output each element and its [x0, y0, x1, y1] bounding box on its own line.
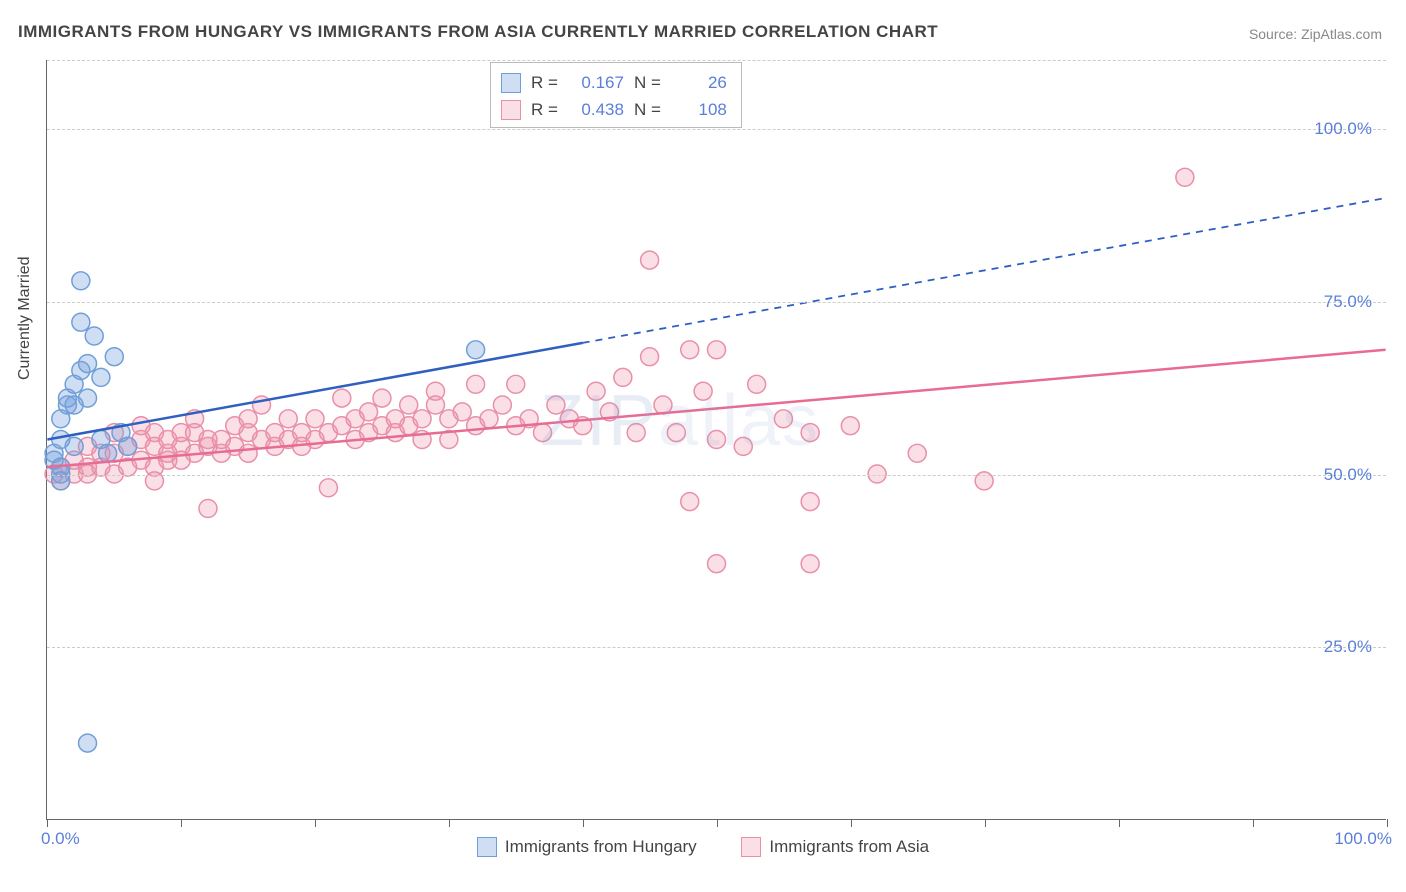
- chart-svg: [47, 60, 1386, 819]
- data-point: [319, 479, 337, 497]
- data-point: [614, 368, 632, 386]
- n-label: N =: [634, 96, 661, 123]
- data-point: [1176, 168, 1194, 186]
- x-tick: [181, 819, 182, 827]
- legend-item-hungary: Immigrants from Hungary: [477, 837, 697, 857]
- data-point: [734, 437, 752, 455]
- legend-swatch-hungary: [477, 837, 497, 857]
- data-point: [708, 555, 726, 573]
- data-point: [72, 313, 90, 331]
- data-point: [667, 424, 685, 442]
- data-point: [507, 375, 525, 393]
- swatch-hungary: [501, 73, 521, 93]
- data-point: [92, 368, 110, 386]
- data-point: [306, 410, 324, 428]
- plot-area: 25.0%50.0%75.0%100.0%0.0%100.0%: [46, 60, 1386, 820]
- legend-item-asia: Immigrants from Asia: [741, 837, 929, 857]
- data-point: [748, 375, 766, 393]
- y-axis-label: Currently Married: [16, 256, 34, 380]
- y-tick-label: 50.0%: [1324, 465, 1372, 485]
- data-point: [467, 341, 485, 359]
- data-point: [774, 410, 792, 428]
- n-value-hungary: 26: [671, 69, 727, 96]
- data-point: [79, 734, 97, 752]
- source-attribution: Source: ZipAtlas.com: [1249, 26, 1382, 42]
- data-point: [199, 500, 217, 518]
- data-point: [801, 493, 819, 511]
- swatch-asia: [501, 100, 521, 120]
- data-point: [239, 410, 257, 428]
- data-point: [841, 417, 859, 435]
- bottom-legend: Immigrants from Hungary Immigrants from …: [0, 837, 1406, 862]
- data-point: [239, 444, 257, 462]
- data-point: [534, 424, 552, 442]
- n-value-asia: 108: [671, 96, 727, 123]
- trend-line-hungary-extrapolated: [583, 198, 1386, 343]
- y-tick-label: 75.0%: [1324, 292, 1372, 312]
- legend-label-hungary: Immigrants from Hungary: [505, 837, 697, 857]
- r-label: R =: [531, 96, 558, 123]
- data-point: [79, 389, 97, 407]
- data-point: [627, 424, 645, 442]
- data-point: [72, 272, 90, 290]
- trend-line-asia: [47, 350, 1385, 467]
- x-tick: [47, 819, 48, 827]
- x-tick: [717, 819, 718, 827]
- data-point: [360, 403, 378, 421]
- data-point: [453, 403, 471, 421]
- data-point: [119, 437, 137, 455]
- x-tick: [315, 819, 316, 827]
- data-point: [480, 410, 498, 428]
- gridline: [47, 302, 1386, 303]
- correlation-stats-box: R = 0.167 N = 26 R = 0.438 N = 108: [490, 62, 742, 128]
- y-tick-label: 100.0%: [1314, 119, 1372, 139]
- data-point: [694, 382, 712, 400]
- data-point: [400, 396, 418, 414]
- data-point: [641, 348, 659, 366]
- data-point: [681, 341, 699, 359]
- data-point: [801, 424, 819, 442]
- gridline: [47, 475, 1386, 476]
- data-point: [65, 437, 83, 455]
- data-point: [708, 341, 726, 359]
- data-point: [373, 389, 391, 407]
- x-tick: [583, 819, 584, 827]
- data-point: [467, 375, 485, 393]
- x-tick: [1387, 819, 1388, 827]
- data-point: [79, 355, 97, 373]
- data-point: [493, 396, 511, 414]
- gridline: [47, 129, 1386, 130]
- data-point: [105, 348, 123, 366]
- data-point: [801, 555, 819, 573]
- y-tick-label: 25.0%: [1324, 637, 1372, 657]
- gridline: [47, 647, 1386, 648]
- x-tick: [1119, 819, 1120, 827]
- data-point: [641, 251, 659, 269]
- stats-row-hungary: R = 0.167 N = 26: [501, 69, 727, 96]
- data-point: [333, 389, 351, 407]
- x-tick: [449, 819, 450, 827]
- r-label: R =: [531, 69, 558, 96]
- data-point: [547, 396, 565, 414]
- data-point: [708, 431, 726, 449]
- data-point: [681, 493, 699, 511]
- r-value-hungary: 0.167: [568, 69, 624, 96]
- x-tick: [1253, 819, 1254, 827]
- data-point: [908, 444, 926, 462]
- data-point: [587, 382, 605, 400]
- n-label: N =: [634, 69, 661, 96]
- data-point: [85, 327, 103, 345]
- x-tick: [851, 819, 852, 827]
- chart-title: IMMIGRANTS FROM HUNGARY VS IMMIGRANTS FR…: [18, 22, 938, 42]
- r-value-asia: 0.438: [568, 96, 624, 123]
- data-point: [279, 410, 297, 428]
- legend-swatch-asia: [741, 837, 761, 857]
- data-point: [99, 444, 117, 462]
- data-point: [654, 396, 672, 414]
- data-point: [426, 382, 444, 400]
- legend-label-asia: Immigrants from Asia: [769, 837, 929, 857]
- x-tick: [985, 819, 986, 827]
- stats-row-asia: R = 0.438 N = 108: [501, 96, 727, 123]
- data-point: [413, 410, 431, 428]
